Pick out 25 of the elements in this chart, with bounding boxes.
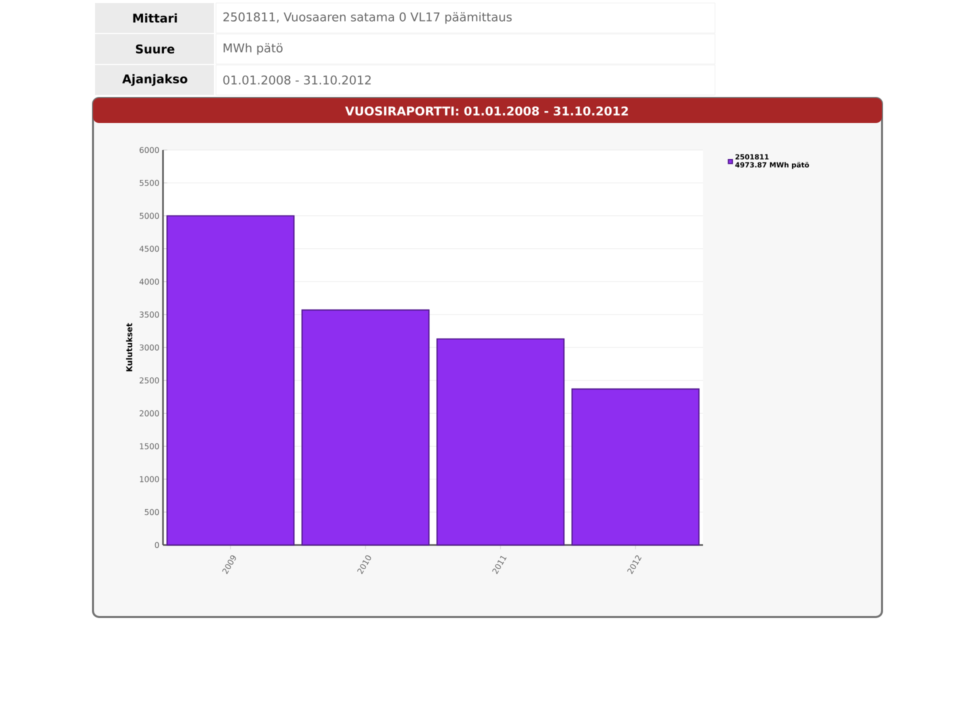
y-tick-label: 1500 <box>140 443 159 450</box>
text: Suure <box>136 44 174 54</box>
y-tick-label: 0 <box>154 542 159 548</box>
y-axis-title: Kulutukset <box>126 323 132 372</box>
y-tick-label: 2000 <box>140 410 159 416</box>
bar <box>436 338 565 546</box>
y-tick-label: 5000 <box>140 212 159 219</box>
text: Mittari <box>133 13 177 23</box>
text: 01.01.2008 - 31.10.2012 <box>223 75 371 85</box>
text: Ajanjakso <box>122 74 188 86</box>
y-tick-label: 5500 <box>140 180 159 186</box>
chart-title: VUOSIRAPORTTI: 01.01.2008 - 31.10.2012 <box>345 106 628 116</box>
y-tick-label: 1000 <box>140 476 159 482</box>
y-tick-label: 2500 <box>140 377 159 384</box>
text: 2501811, Vuosaaren satama 0 VL17 päämittaus <box>223 12 512 24</box>
y-tick-label: 3500 <box>140 312 159 318</box>
y-tick-label: 6000 <box>140 146 159 154</box>
y-tick-label: 3000 <box>140 344 159 351</box>
y-tick-label: 500 <box>144 509 159 516</box>
y-tick-label: 4000 <box>140 278 159 285</box>
bar <box>301 309 430 546</box>
bar <box>166 215 295 546</box>
text: MWh pätö <box>224 43 283 55</box>
y-tick-label: 4500 <box>140 246 159 252</box>
bar <box>571 388 700 546</box>
